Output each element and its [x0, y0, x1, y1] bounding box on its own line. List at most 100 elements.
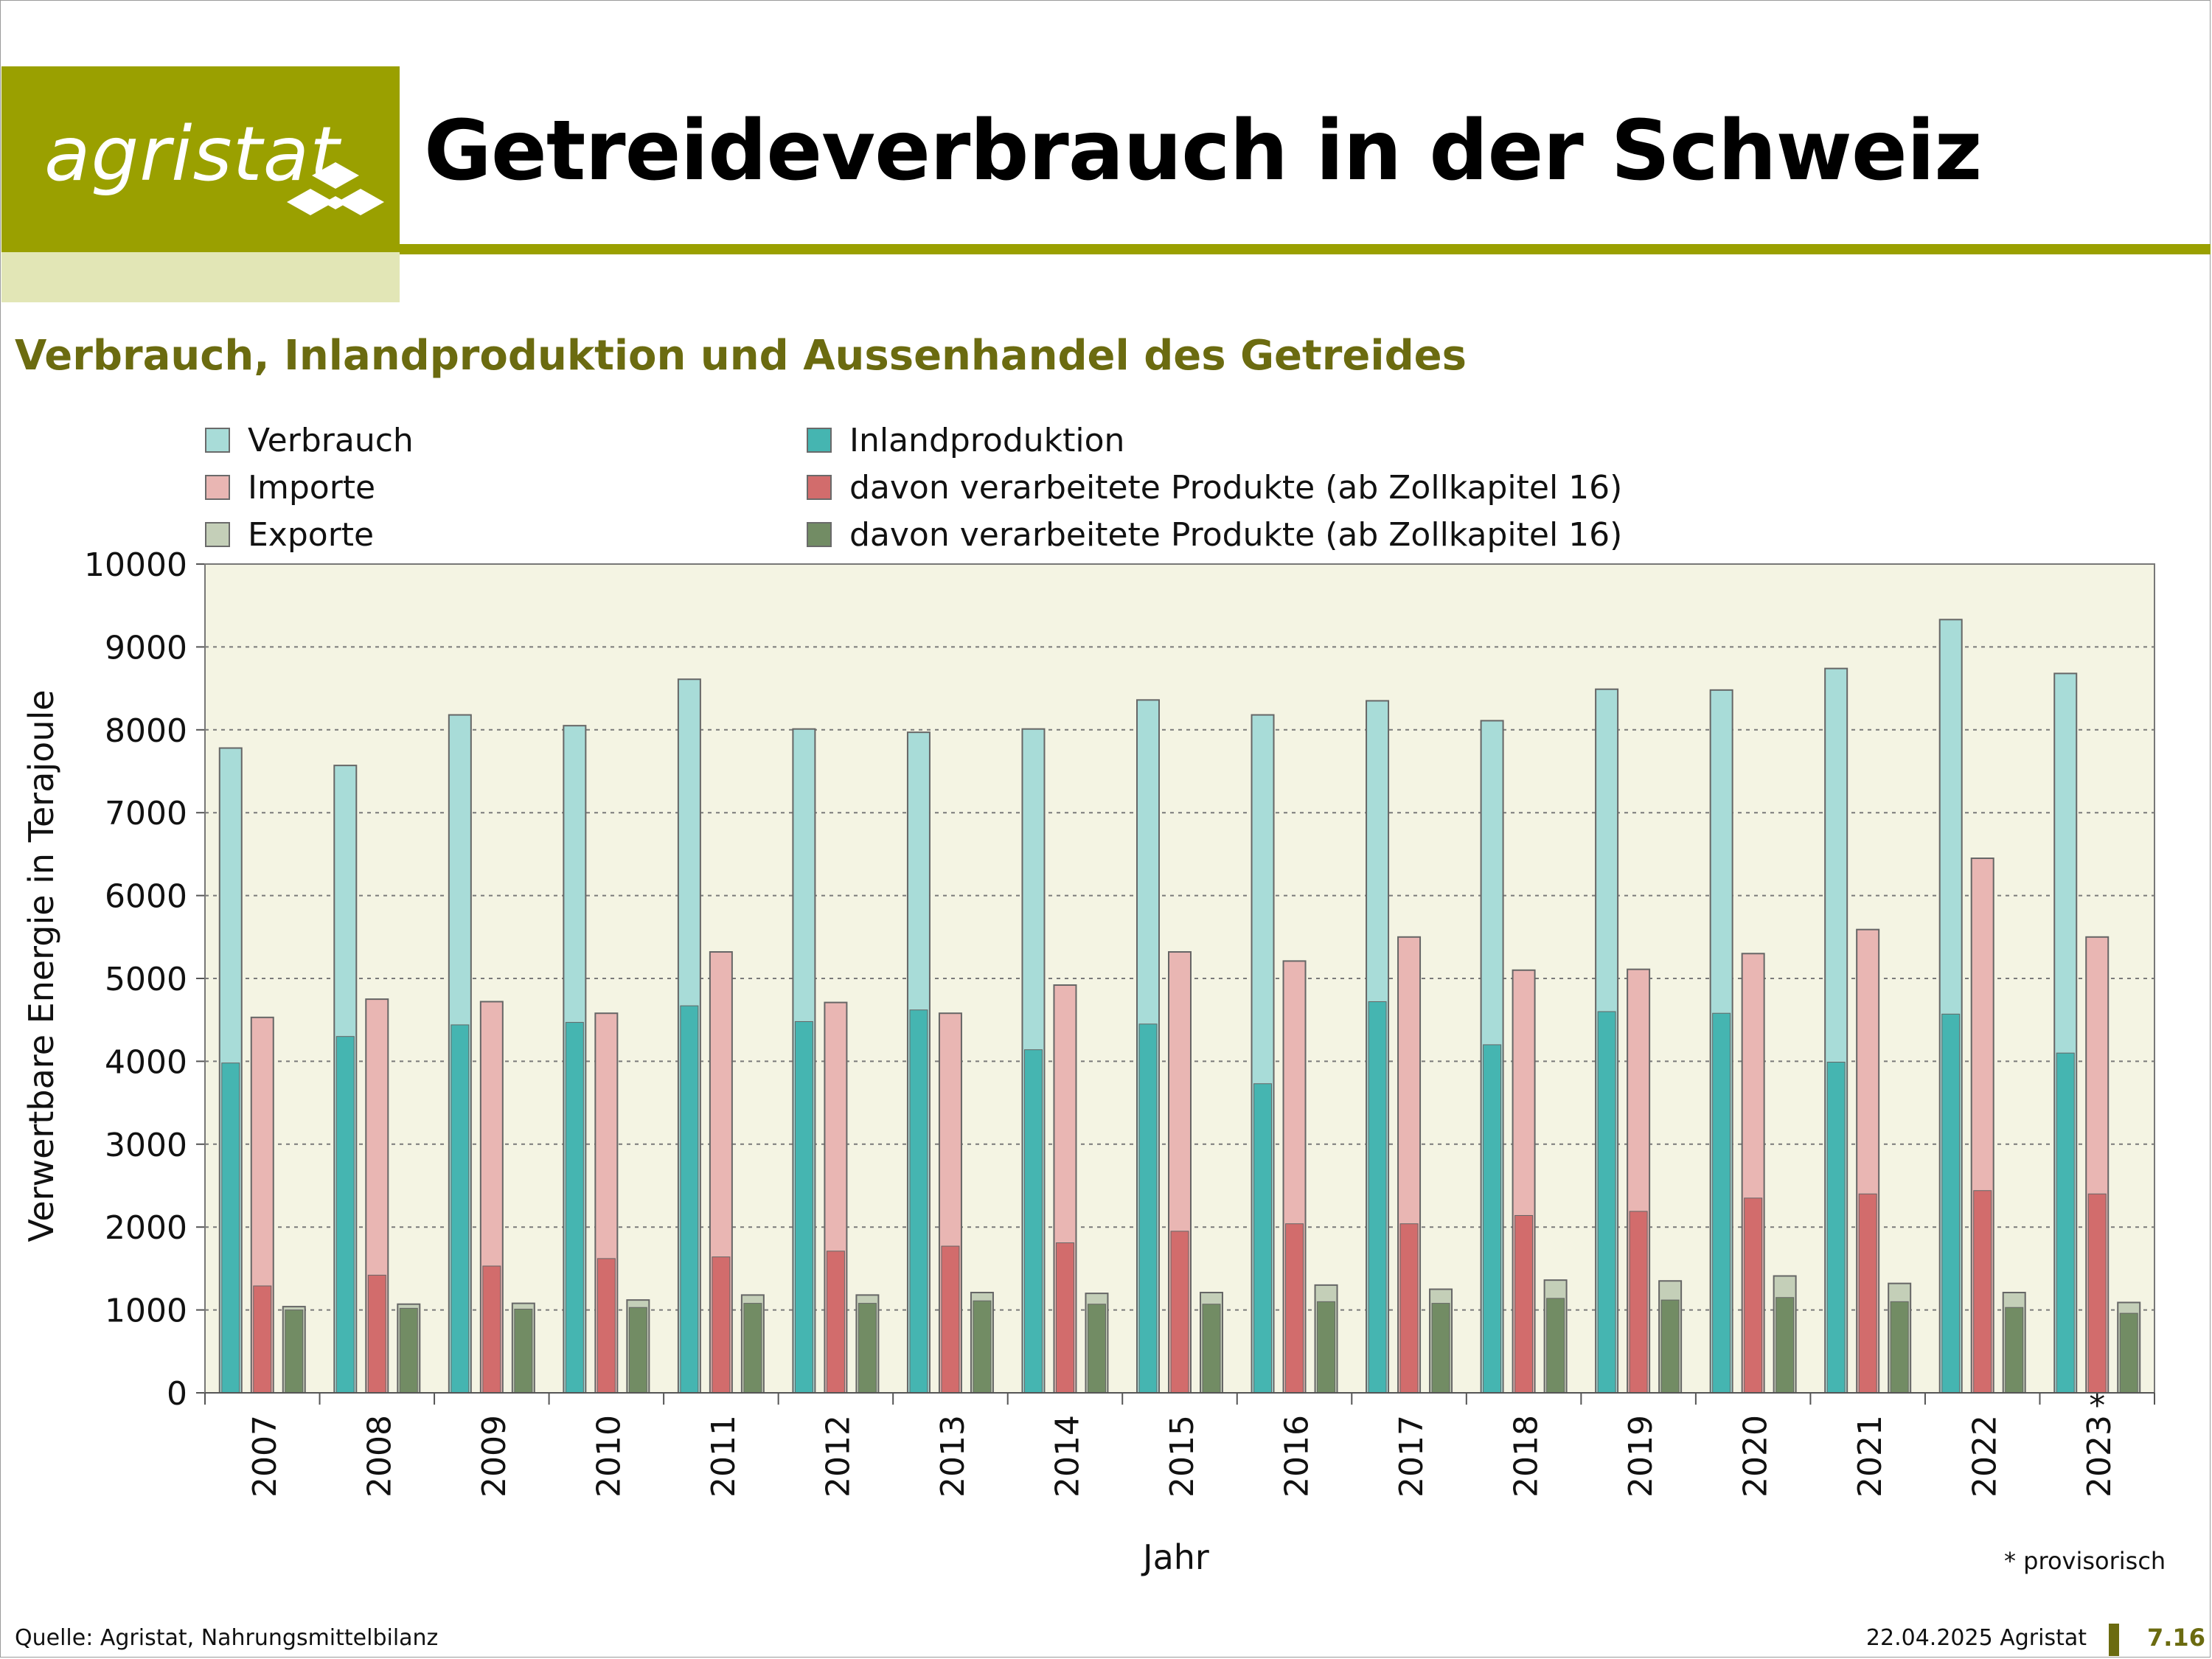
legend-swatch	[205, 428, 230, 453]
legend-label: Importe	[248, 468, 376, 507]
x-tick-label: 2019	[1622, 1415, 1660, 1498]
y-tick-label: 9000	[105, 629, 187, 667]
x-tick-label: 2008	[361, 1415, 398, 1498]
bar-part	[1973, 1190, 1992, 1394]
y-tick-label: 4000	[105, 1043, 187, 1081]
logo-strip	[1, 252, 400, 302]
bar-part	[1775, 1297, 1795, 1394]
bar-part	[285, 1310, 304, 1394]
bar-part	[221, 1062, 240, 1394]
y-tick-label: 7000	[105, 795, 187, 832]
bar-part	[1826, 1062, 1846, 1394]
legend-item-exporte: Exporte	[205, 515, 374, 554]
bar-part	[335, 1036, 355, 1394]
bar-part	[1138, 1023, 1158, 1394]
legend-item-importe: Importe	[205, 467, 375, 507]
bar-part	[858, 1303, 877, 1394]
x-axis-label: Jahr	[1143, 1537, 1209, 1577]
header-rule	[400, 244, 2211, 254]
bar-part	[1202, 1304, 1221, 1394]
bar-part	[1285, 1223, 1304, 1394]
bar-part	[2005, 1307, 2024, 1394]
legend-label: davon verarbeitete Produkte (ab Zollkapi…	[849, 468, 1623, 507]
bar-part	[253, 1285, 272, 1394]
y-axis-label: Verwertbare Energie in Terajoule	[21, 689, 61, 1242]
page-bar	[2109, 1624, 2119, 1656]
y-tick-label: 10000	[84, 546, 187, 584]
bar-part	[1431, 1303, 1450, 1394]
legend-item-exporte-verarbeitet: davon verarbeitete Produkte (ab Zollkapi…	[807, 515, 1622, 554]
bar-part	[1087, 1304, 1106, 1394]
y-tick-label: 0	[167, 1375, 187, 1413]
page-number: 7.16	[2147, 1624, 2205, 1652]
bar-part	[1941, 1013, 1961, 1394]
bar-part	[1712, 1012, 1731, 1394]
x-tick-label: 2007	[246, 1415, 284, 1498]
bar-part	[1055, 1242, 1074, 1394]
legend-label: davon verarbeitete Produkte (ab Zollkapi…	[849, 515, 1623, 554]
logo-block	[1, 66, 400, 252]
legend-item-verbrauch: Verbrauch	[205, 420, 414, 460]
y-tick-label: 2000	[105, 1209, 187, 1247]
legend-label: Inlandproduktion	[849, 421, 1125, 459]
bar-part	[1368, 1001, 1387, 1394]
y-tick-label: 3000	[105, 1127, 187, 1164]
bar-part	[826, 1251, 845, 1394]
publish-date: 22.04.2025 Agristat	[1865, 1625, 2087, 1651]
bar-part	[482, 1265, 501, 1394]
x-tick-label: 2023	[2081, 1415, 2118, 1498]
x-tick-label: 2012	[819, 1415, 857, 1498]
bar-part	[680, 1005, 699, 1394]
bar-part	[2056, 1052, 2075, 1394]
footnote: * provisorisch	[2004, 1547, 2166, 1575]
bar-part	[1629, 1211, 1648, 1394]
bar-part	[565, 1022, 584, 1394]
bar-part	[1890, 1301, 1909, 1394]
bar-part	[743, 1303, 762, 1394]
legend-label: Verbrauch	[248, 421, 414, 459]
x-tick-label: 2017	[1393, 1415, 1430, 1498]
legend-item-importe-verarbeitet: davon verarbeitete Produkte (ab Zollkapi…	[807, 467, 1622, 507]
x-tick-label: 2018	[1508, 1415, 1545, 1498]
legend-swatch	[807, 475, 832, 500]
legend-swatch	[807, 522, 832, 547]
x-tick-label: 2015	[1164, 1415, 1201, 1498]
x-tick-label: 2022	[1966, 1415, 2004, 1498]
bar-part	[367, 1274, 386, 1394]
bar-part	[1514, 1214, 1534, 1394]
page-title: Getreideverbrauch in der Schweiz	[424, 103, 1982, 199]
x-tick-label: 2010	[590, 1415, 627, 1498]
y-tick-label: 8000	[105, 712, 187, 750]
bar-part	[399, 1307, 418, 1394]
bar-part	[973, 1300, 992, 1394]
x-tick-label: 2021	[1851, 1415, 1889, 1498]
bar-part	[2119, 1312, 2138, 1394]
x-tick-label: 2011	[705, 1415, 742, 1498]
bar-part	[1399, 1223, 1419, 1394]
bar-part	[1744, 1197, 1763, 1394]
y-tick-label: 5000	[105, 961, 187, 998]
source-note: Quelle: Agristat, Nahrungsmittelbilanz	[15, 1625, 439, 1651]
legend-swatch	[205, 475, 230, 500]
legend-item-inlandproduktion: Inlandproduktion	[807, 420, 1124, 460]
bar-part	[1546, 1298, 1565, 1394]
bar-part	[941, 1245, 960, 1394]
bar-part	[712, 1256, 731, 1394]
y-tick-label: 1000	[105, 1293, 187, 1330]
bar-part	[2087, 1193, 2107, 1394]
legend-swatch	[205, 522, 230, 547]
x-tick-label: 2016	[1279, 1415, 1316, 1498]
legend-swatch	[807, 428, 832, 453]
x-tick-label: 2013	[934, 1415, 972, 1498]
x-tick-label: 2014	[1048, 1415, 1086, 1498]
bar-part	[451, 1024, 470, 1394]
x-tick-label: 2009	[476, 1415, 513, 1498]
bar-part	[628, 1307, 647, 1394]
bar-part	[1660, 1299, 1680, 1394]
logo-text: agristat	[44, 111, 341, 198]
bar-part	[1597, 1011, 1616, 1394]
bar-part	[1253, 1083, 1273, 1394]
provisional-marker: *	[2089, 1387, 2105, 1425]
bar-part	[1023, 1049, 1043, 1394]
